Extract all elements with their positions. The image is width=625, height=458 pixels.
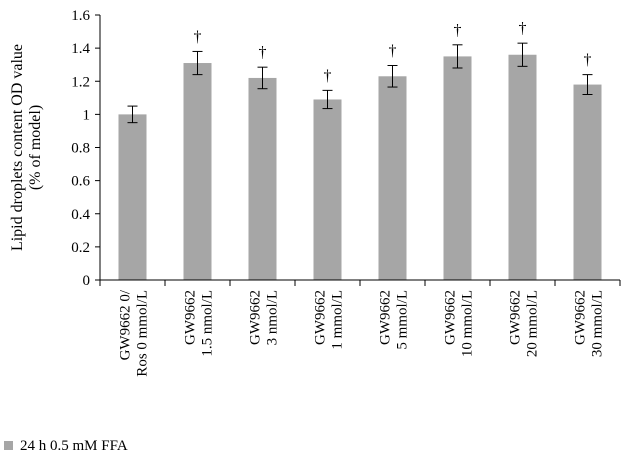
x-category-label: GW9662 10 mmol/L — [443, 290, 476, 357]
x-category-label-line: 10 mmol/L — [460, 290, 476, 357]
significance-marker: † — [194, 28, 202, 45]
y-tick-label: 0.2 — [71, 240, 90, 256]
x-category-label-line: 1 mmol/L — [330, 290, 346, 350]
bar — [443, 56, 472, 280]
bar — [183, 63, 212, 280]
significance-marker: † — [454, 22, 462, 39]
y-tick-label: 0.8 — [71, 141, 90, 157]
legend-label: 24 h 0.5 mM FFA — [20, 438, 128, 454]
y-tick-label: 1.2 — [71, 74, 90, 90]
bar — [573, 84, 602, 280]
bars: † † † † † † † — [118, 20, 602, 280]
y-tick-label: 0.6 — [71, 174, 90, 190]
x-category-label-line: 1.5 nmol/L — [200, 290, 216, 357]
bar — [508, 54, 537, 280]
x-category-label-line: GW9662 — [248, 290, 264, 345]
x-category-label-line: GW9662 — [183, 290, 199, 345]
x-category-label-line: GW9662 0/ — [118, 289, 134, 360]
x-category-label-line: Ros 0 mmol/L — [135, 290, 151, 377]
bar — [378, 76, 407, 280]
x-category-label: GW9662 30 mmol/L — [573, 290, 606, 357]
y-axis: 0 0.2 0.4 0.6 0.8 1 1.2 1.4 1.6 — [71, 8, 101, 289]
y-tick-label: 1.4 — [71, 41, 90, 57]
bar — [118, 114, 147, 280]
y-tick-label: 0.4 — [71, 207, 90, 223]
bar — [248, 77, 277, 280]
x-category-label: GW9662 1 mmol/L — [313, 290, 346, 350]
significance-marker: † — [324, 67, 332, 84]
x-category-label: GW9662 1.5 nmol/L — [183, 290, 216, 357]
x-category-label: GW9662 20 mmol/L — [508, 290, 541, 357]
x-category-label: GW9662 3 nmol/L — [248, 290, 281, 345]
x-category-label-line: GW9662 — [508, 290, 524, 345]
x-category-label-line: GW9662 — [443, 290, 459, 345]
bar — [313, 99, 342, 280]
y-axis-title-line: (% of model) — [27, 105, 44, 190]
x-category-label: GW9662 5 mmol/L — [378, 290, 411, 350]
x-category-label-line: GW9662 — [313, 290, 329, 345]
x-category-label-line: 30 mmol/L — [590, 290, 606, 357]
y-axis-title-line: Lipid droplets content OD value — [9, 44, 26, 251]
x-category-label-line: GW9662 — [378, 290, 394, 345]
significance-marker: † — [519, 20, 527, 37]
y-tick-label: 0 — [83, 273, 91, 289]
y-tick-label: 1 — [83, 107, 91, 123]
x-axis: GW9662 0/Ros 0 mmol/L GW9662 1.5 nmol/L GW9… — [99, 279, 621, 377]
y-tick-label: 1.6 — [71, 8, 90, 24]
significance-marker: † — [584, 52, 592, 69]
legend-swatch — [4, 441, 13, 450]
significance-marker: † — [389, 43, 397, 60]
x-category-label: GW9662 0/Ros 0 mmol/L — [118, 289, 151, 377]
x-category-label-line: 20 mmol/L — [525, 290, 541, 357]
significance-marker: † — [259, 44, 267, 61]
x-category-label-line: GW9662 — [573, 290, 589, 345]
y-axis-title: Lipid droplets content OD value (% of mod… — [9, 44, 44, 251]
legend: 24 h 0.5 mM FFA — [4, 438, 128, 454]
x-category-label-line: 3 nmol/L — [265, 290, 281, 345]
x-category-label-line: 5 mmol/L — [395, 290, 411, 350]
